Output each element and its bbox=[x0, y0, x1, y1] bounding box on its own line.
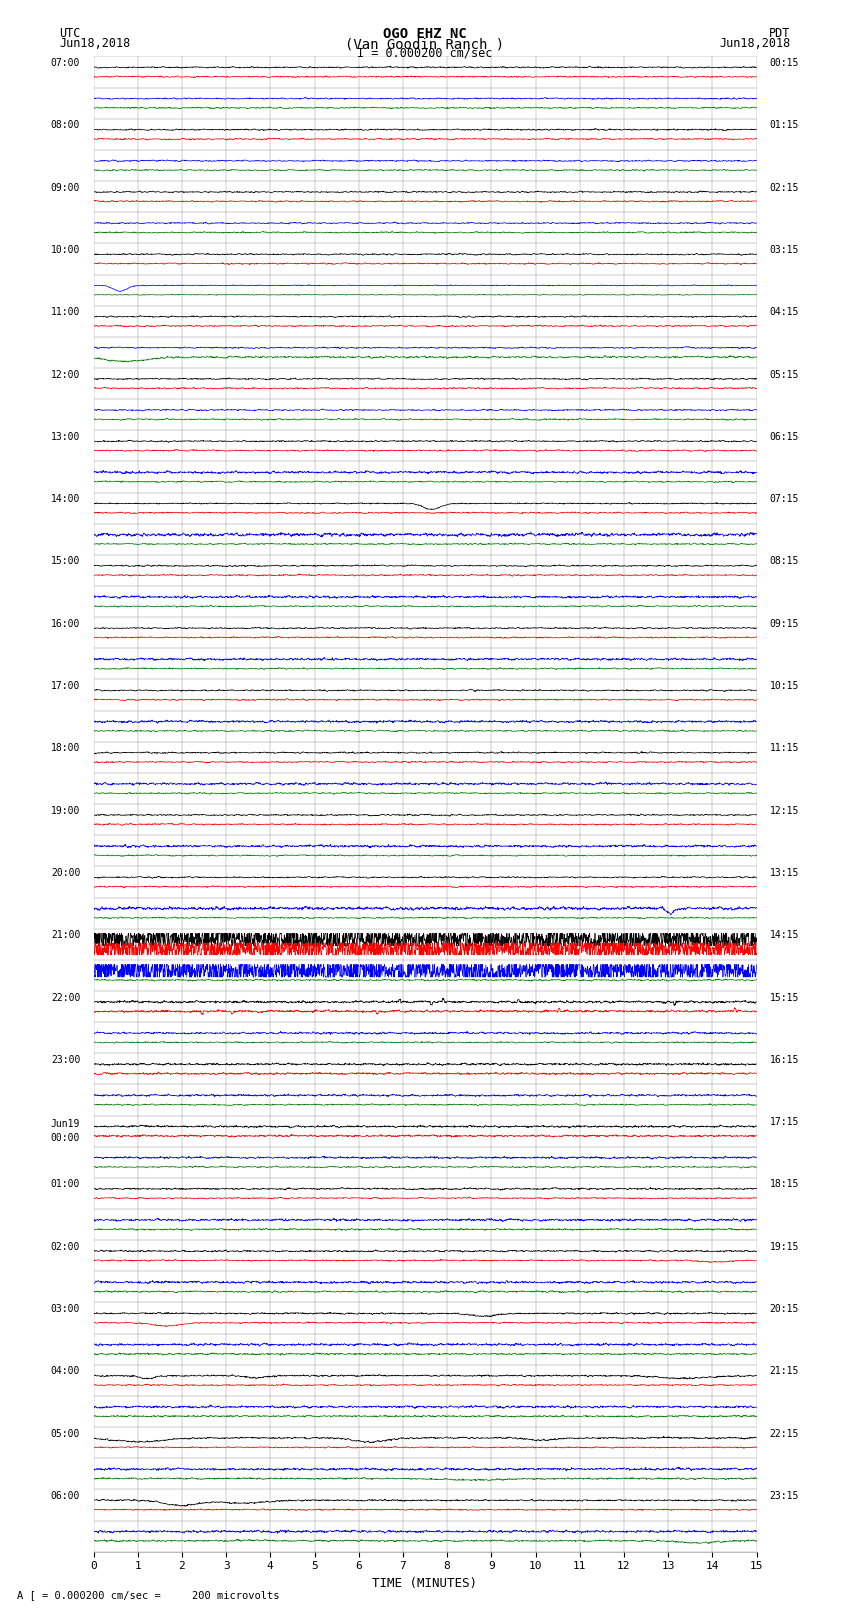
Text: 11:15: 11:15 bbox=[770, 744, 799, 753]
Text: 05:00: 05:00 bbox=[51, 1429, 80, 1439]
Text: (Van Goodin Ranch ): (Van Goodin Ranch ) bbox=[345, 37, 505, 52]
Text: 08:15: 08:15 bbox=[770, 556, 799, 566]
Text: 13:00: 13:00 bbox=[51, 432, 80, 442]
Text: 14:00: 14:00 bbox=[51, 494, 80, 505]
Text: 21:00: 21:00 bbox=[51, 931, 80, 940]
Text: 05:15: 05:15 bbox=[770, 369, 799, 379]
Text: 00:00: 00:00 bbox=[51, 1132, 80, 1142]
Text: 04:15: 04:15 bbox=[770, 306, 799, 318]
Text: PDT: PDT bbox=[769, 27, 790, 40]
Text: 16:00: 16:00 bbox=[51, 619, 80, 629]
Text: 09:15: 09:15 bbox=[770, 619, 799, 629]
Text: 17:00: 17:00 bbox=[51, 681, 80, 690]
Text: 16:15: 16:15 bbox=[770, 1055, 799, 1065]
Text: 02:00: 02:00 bbox=[51, 1242, 80, 1252]
Text: 10:00: 10:00 bbox=[51, 245, 80, 255]
X-axis label: TIME (MINUTES): TIME (MINUTES) bbox=[372, 1578, 478, 1590]
Text: 21:15: 21:15 bbox=[770, 1366, 799, 1376]
Text: 09:00: 09:00 bbox=[51, 182, 80, 192]
Text: 01:00: 01:00 bbox=[51, 1179, 80, 1189]
Text: 15:15: 15:15 bbox=[770, 992, 799, 1003]
Text: Jun18,2018: Jun18,2018 bbox=[60, 37, 131, 50]
Text: 07:00: 07:00 bbox=[51, 58, 80, 68]
Text: 01:15: 01:15 bbox=[770, 121, 799, 131]
Text: 19:15: 19:15 bbox=[770, 1242, 799, 1252]
Text: 07:15: 07:15 bbox=[770, 494, 799, 505]
Text: 23:00: 23:00 bbox=[51, 1055, 80, 1065]
Text: A [ = 0.000200 cm/sec =     200 microvolts: A [ = 0.000200 cm/sec = 200 microvolts bbox=[17, 1590, 280, 1600]
Text: 02:15: 02:15 bbox=[770, 182, 799, 192]
Text: 03:15: 03:15 bbox=[770, 245, 799, 255]
Text: 03:00: 03:00 bbox=[51, 1303, 80, 1315]
Text: 23:15: 23:15 bbox=[770, 1490, 799, 1502]
Text: 06:15: 06:15 bbox=[770, 432, 799, 442]
Text: 20:15: 20:15 bbox=[770, 1303, 799, 1315]
Text: 08:00: 08:00 bbox=[51, 121, 80, 131]
Text: OGO EHZ NC: OGO EHZ NC bbox=[383, 27, 467, 42]
Text: 18:15: 18:15 bbox=[770, 1179, 799, 1189]
Text: 14:15: 14:15 bbox=[770, 931, 799, 940]
Text: 00:15: 00:15 bbox=[770, 58, 799, 68]
Text: 13:15: 13:15 bbox=[770, 868, 799, 877]
Text: 18:00: 18:00 bbox=[51, 744, 80, 753]
Text: 22:15: 22:15 bbox=[770, 1429, 799, 1439]
Text: Jun18,2018: Jun18,2018 bbox=[719, 37, 791, 50]
Text: 12:15: 12:15 bbox=[770, 805, 799, 816]
Text: 06:00: 06:00 bbox=[51, 1490, 80, 1502]
Text: 17:15: 17:15 bbox=[770, 1118, 799, 1127]
Text: UTC: UTC bbox=[60, 27, 81, 40]
Text: 20:00: 20:00 bbox=[51, 868, 80, 877]
Text: 04:00: 04:00 bbox=[51, 1366, 80, 1376]
Text: I = 0.000200 cm/sec: I = 0.000200 cm/sec bbox=[357, 47, 493, 60]
Text: 15:00: 15:00 bbox=[51, 556, 80, 566]
Text: 19:00: 19:00 bbox=[51, 805, 80, 816]
Text: Jun19: Jun19 bbox=[51, 1119, 80, 1129]
Text: 12:00: 12:00 bbox=[51, 369, 80, 379]
Text: 10:15: 10:15 bbox=[770, 681, 799, 690]
Text: 11:00: 11:00 bbox=[51, 306, 80, 318]
Text: 22:00: 22:00 bbox=[51, 992, 80, 1003]
